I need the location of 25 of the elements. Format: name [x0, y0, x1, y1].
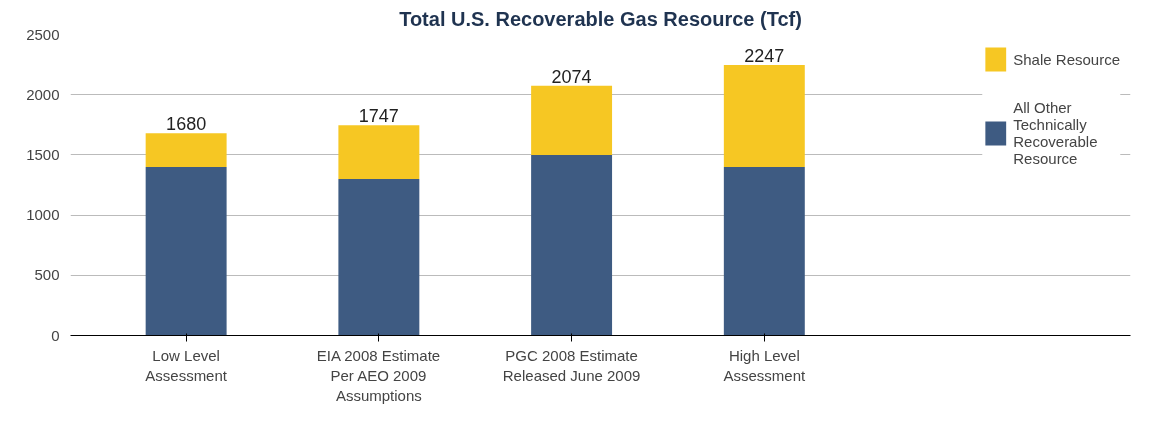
y-tick-label: 1000 — [26, 206, 60, 224]
bar — [723, 166, 805, 336]
y-tick-label: 0 — [51, 326, 60, 344]
legend-label: Shale Resource — [1013, 50, 1120, 68]
y-tick-label: 500 — [34, 266, 60, 284]
bar — [531, 154, 613, 336]
total-label: 2074 — [551, 66, 592, 87]
bar — [338, 178, 420, 336]
legend-label: All Other Technically Recoverable Resource — [1013, 99, 1098, 167]
chart-title: Total U.S. Recoverable Gas Resource (Tcf) — [399, 7, 802, 30]
y-tick-label: 1500 — [26, 145, 60, 163]
bar — [338, 125, 420, 179]
total-label: 1747 — [358, 106, 399, 127]
y-tick-label: 2000 — [26, 85, 60, 103]
bar — [145, 166, 227, 336]
bar — [145, 133, 227, 167]
x-tick-label: PGC 2008 Estimate Released June 2009 — [502, 346, 641, 384]
x-tick-label: EIA 2008 Estimate Per AEO 2009 Assumptions — [316, 346, 441, 405]
x-tick-label: High Level Assessment — [723, 346, 806, 384]
bar — [531, 85, 613, 155]
bar — [723, 64, 805, 167]
x-tick-label: Low Level Assessment — [145, 346, 228, 384]
y-tick-label: 2500 — [26, 25, 60, 43]
total-label: 2247 — [744, 45, 785, 66]
total-label: 1680 — [166, 114, 207, 135]
